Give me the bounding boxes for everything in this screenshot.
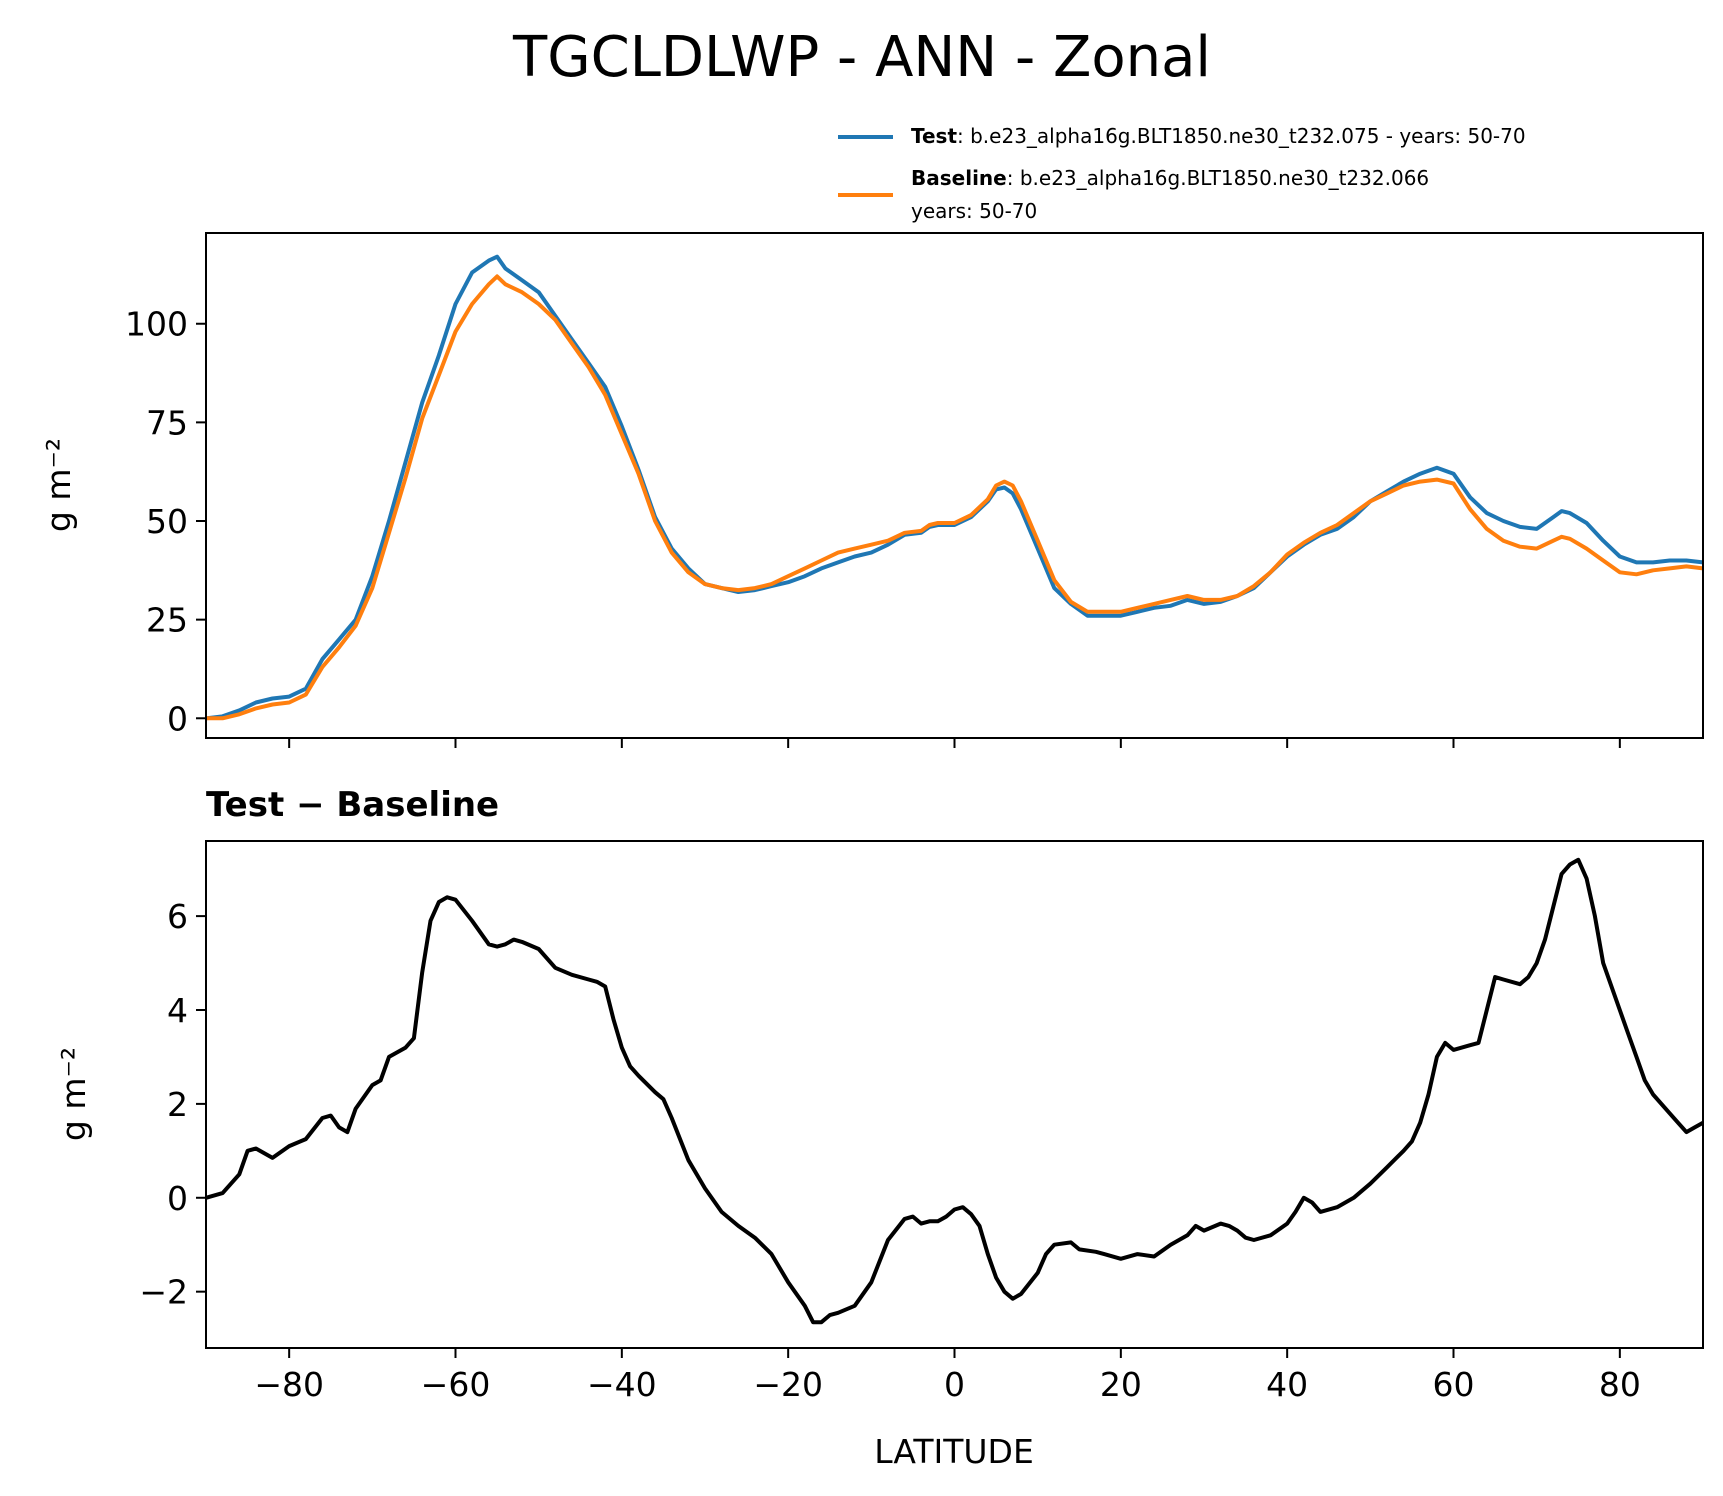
x-tick-label: 0 [944,1365,965,1404]
x-tick-label: 40 [1266,1365,1308,1404]
y-tick-label: 75 [146,403,188,442]
bottom-panel-title: Test − Baseline [206,785,499,825]
x-tick-label: −80 [254,1365,324,1404]
top-panel: 0 25 50 75 100 g m⁻² [39,232,1704,748]
series-line-baseline [206,274,1704,721]
series-line-test-baseline [205,857,1704,1325]
y-tick-label: 25 [146,601,188,640]
series-line-test [205,254,1704,721]
x-tick-label: −60 [421,1365,491,1404]
y-tick-label: 100 [125,305,188,344]
y-tick-label: −2 [139,1273,188,1312]
y-tick-label: 50 [146,502,188,541]
x-tick-label: 80 [1599,1365,1641,1404]
legend-label-baseline-years: years: 50-70 [911,199,1037,223]
legend-label-baseline: Baseline: b.e23_alpha16g.BLT1850.ne30_t2… [911,166,1429,190]
top-panel-frame [205,232,1704,739]
y-tick-label: 6 [167,897,188,936]
x-axis-label: LATITUDE [874,1432,1034,1471]
y-tick-label: 4 [167,991,188,1030]
chart-title: TGCLDLWP - ANN - Zonal [512,25,1211,90]
x-tick-label: −40 [587,1365,657,1404]
x-tick-label: 20 [1100,1365,1142,1404]
x-tick-label: 60 [1433,1365,1475,1404]
legend: Test: b.e23_alpha16g.BLT1850.ne30_t232.0… [838,124,1526,223]
legend-label-test: Test: b.e23_alpha16g.BLT1850.ne30_t232.0… [911,124,1526,148]
y-tick-label: 0 [167,1179,188,1218]
y-tick-label: 0 [167,699,188,738]
x-tick-label: −20 [753,1365,823,1404]
bottom-y-axis-label: g m⁻² [54,1047,93,1141]
top-y-axis-label: g m⁻² [39,438,78,532]
y-tick-label: 2 [167,1085,188,1124]
